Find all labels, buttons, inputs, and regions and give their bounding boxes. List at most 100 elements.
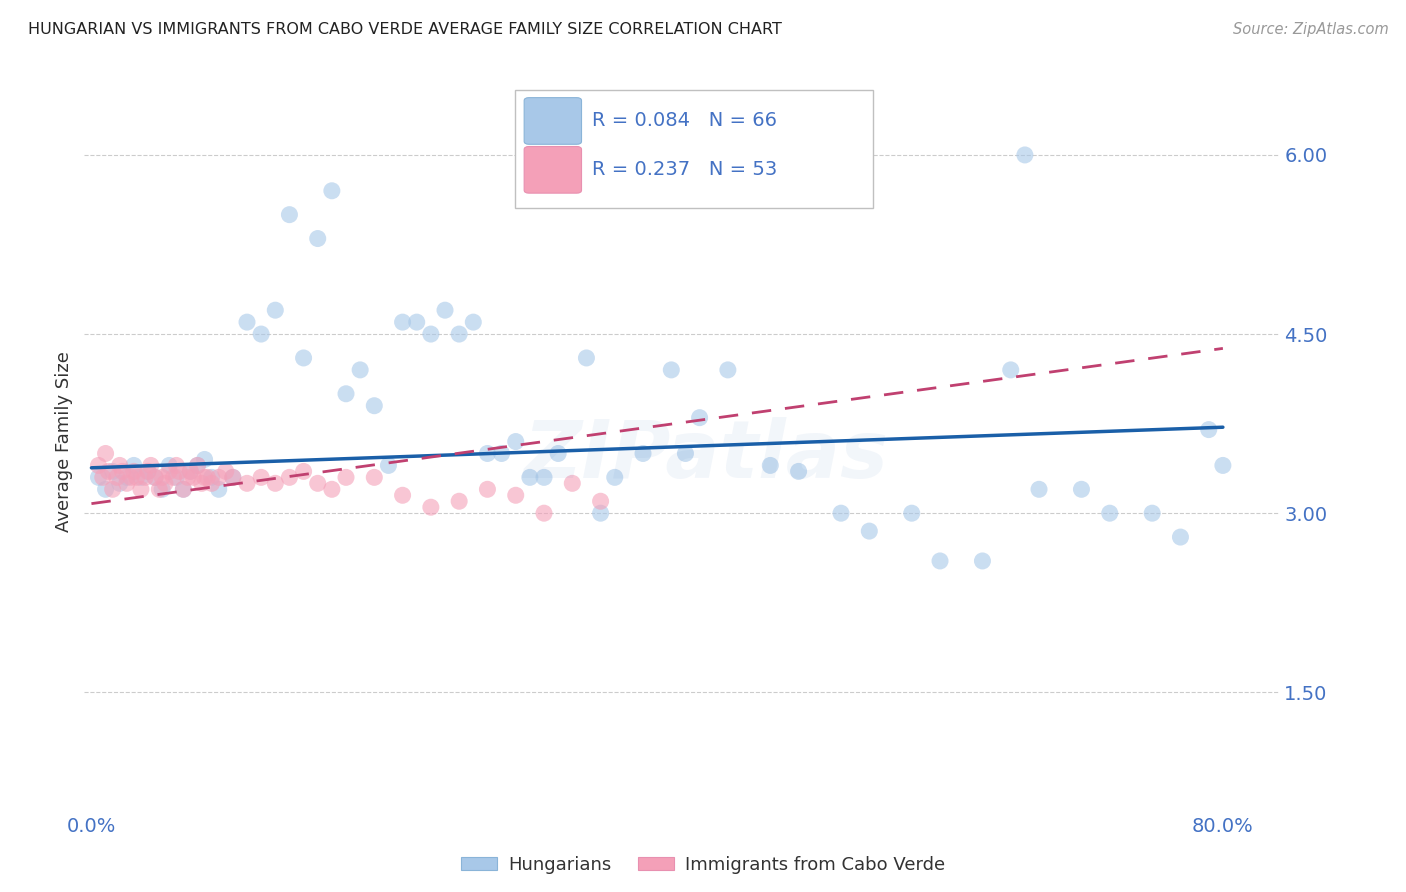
Point [148, 483, 170, 497]
Point [115, 470, 138, 484]
FancyBboxPatch shape [515, 90, 873, 209]
Point [105, 470, 128, 484]
Point [391, 315, 413, 329]
Point [1140, 506, 1163, 520]
Point [165, 458, 187, 473]
Point [136, 464, 159, 478]
Point [830, 506, 852, 520]
Point [179, 464, 201, 478]
Point [125, 470, 148, 484]
Point [139, 458, 162, 473]
Point [419, 500, 441, 515]
Point [108, 458, 131, 473]
Point [363, 399, 385, 413]
Point [278, 208, 301, 222]
Point [533, 506, 555, 520]
Point [108, 476, 131, 491]
Point [787, 464, 810, 478]
Point [929, 554, 952, 568]
Point [208, 483, 231, 497]
Point [349, 363, 371, 377]
Point [491, 446, 513, 460]
Point [675, 446, 697, 460]
Point [157, 458, 180, 473]
Point [307, 476, 329, 491]
Point [176, 470, 198, 484]
Text: ZIPatlas: ZIPatlas [523, 417, 889, 495]
Point [94, 446, 117, 460]
Point [278, 470, 301, 484]
Point [1014, 148, 1036, 162]
Point [136, 464, 159, 478]
Point [589, 506, 612, 520]
Point [143, 470, 166, 484]
Point [201, 476, 224, 491]
Point [477, 483, 499, 497]
Point [419, 327, 441, 342]
Point [1028, 483, 1050, 497]
Point [134, 470, 156, 484]
Point [157, 464, 180, 478]
Point [377, 458, 399, 473]
Point [181, 470, 204, 484]
Point [172, 483, 194, 497]
Point [717, 363, 740, 377]
FancyBboxPatch shape [524, 97, 582, 145]
Point [335, 386, 357, 401]
Point [122, 458, 145, 473]
Point [143, 470, 166, 484]
Point [101, 464, 124, 478]
Text: R = 0.237   N = 53: R = 0.237 N = 53 [592, 161, 778, 179]
Text: HUNGARIAN VS IMMIGRANTS FROM CABO VERDE AVERAGE FAMILY SIZE CORRELATION CHART: HUNGARIAN VS IMMIGRANTS FROM CABO VERDE … [28, 22, 782, 37]
Point [208, 470, 231, 484]
Point [589, 494, 612, 508]
Point [335, 470, 357, 484]
Point [603, 470, 626, 484]
Point [561, 476, 583, 491]
Point [505, 434, 527, 449]
Point [307, 231, 329, 245]
Point [519, 470, 541, 484]
Point [186, 458, 208, 473]
Point [264, 476, 287, 491]
Point [631, 446, 654, 460]
Point [449, 327, 471, 342]
Point [172, 483, 194, 497]
Point [292, 464, 315, 478]
Point [1170, 530, 1192, 544]
Point [194, 470, 217, 484]
FancyBboxPatch shape [524, 146, 582, 194]
Point [689, 410, 711, 425]
Point [972, 554, 994, 568]
Point [321, 483, 343, 497]
Point [250, 470, 273, 484]
Y-axis label: Average Family Size: Average Family Size [55, 351, 73, 532]
Point [201, 470, 224, 484]
Point [463, 315, 485, 329]
Point [1198, 423, 1220, 437]
Point [194, 452, 217, 467]
Point [162, 470, 184, 484]
Point [575, 351, 598, 365]
Text: R = 0.084   N = 66: R = 0.084 N = 66 [592, 112, 778, 130]
Point [1000, 363, 1022, 377]
Point [759, 458, 782, 473]
Point [659, 363, 682, 377]
Point [222, 470, 245, 484]
Point [129, 483, 152, 497]
Point [179, 464, 201, 478]
Point [190, 476, 212, 491]
Point [87, 458, 110, 473]
Point [477, 446, 499, 460]
Point [87, 470, 110, 484]
Point [391, 488, 413, 502]
Point [186, 458, 208, 473]
Point [150, 470, 173, 484]
Point [222, 470, 245, 484]
Point [321, 184, 343, 198]
Point [1070, 483, 1092, 497]
Point [547, 446, 569, 460]
Point [900, 506, 922, 520]
Point [533, 470, 555, 484]
Point [434, 303, 457, 318]
